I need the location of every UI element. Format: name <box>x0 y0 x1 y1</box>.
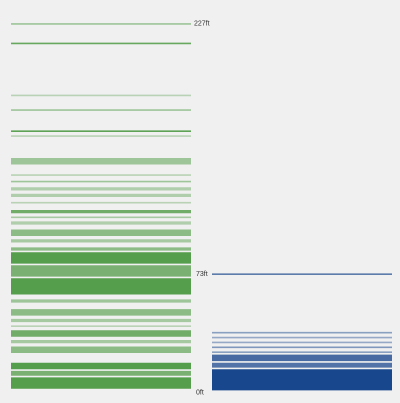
stripe-left-15 <box>11 229 191 236</box>
top-label-left: 227ft <box>194 21 210 28</box>
top-label-right: 73ft <box>196 271 208 278</box>
stripe-left-26 <box>11 340 191 344</box>
panel-right: 73ft 0ft <box>196 271 392 397</box>
stripe-left-0 <box>11 23 191 25</box>
stripe-left-13 <box>11 216 191 219</box>
stripe-left-11 <box>11 201 191 204</box>
stripe-right-0 <box>212 273 392 275</box>
stripe-left-4 <box>11 130 191 132</box>
stripe-right-8 <box>212 369 392 391</box>
stripe-left-17 <box>11 247 191 251</box>
stripe-left-21 <box>11 299 191 303</box>
panel-left: 227ft <box>11 21 210 389</box>
stripe-left-14 <box>11 221 191 225</box>
stripe-right-6 <box>212 354 392 362</box>
stripe-right-5 <box>212 351 392 353</box>
stripe-left-19 <box>11 265 191 277</box>
stripe-left-10 <box>11 193 191 197</box>
stripe-left-8 <box>11 180 191 183</box>
stripe-left-16 <box>11 239 191 243</box>
stripe-left-18 <box>11 252 191 264</box>
stripe-left-28 <box>11 362 191 370</box>
bottom-label-right: 0ft <box>196 390 204 397</box>
stripe-left-6 <box>11 158 191 165</box>
stripe-left-7 <box>11 174 191 176</box>
stripe-left-9 <box>11 187 191 191</box>
stripe-left-1 <box>11 42 191 45</box>
stripe-left-25 <box>11 330 191 337</box>
stripe-right-3 <box>212 341 392 344</box>
stripe-left-27 <box>11 346 191 353</box>
stripe-left-30 <box>11 377 191 389</box>
stripe-left-12 <box>11 210 191 214</box>
stripe-left-3 <box>11 109 191 111</box>
stripe-right-7 <box>212 362 392 368</box>
stripe-left-24 <box>11 325 191 327</box>
stripe-left-29 <box>11 370 191 376</box>
stripe-left-22 <box>11 309 191 316</box>
stripe-right-2 <box>212 336 392 339</box>
stripe-left-23 <box>11 318 191 323</box>
stripe-left-2 <box>11 94 191 97</box>
stripe-right-4 <box>212 346 392 349</box>
stripe-left-20 <box>11 278 191 295</box>
stripe-left-5 <box>11 135 191 137</box>
stripe-right-1 <box>212 331 392 334</box>
